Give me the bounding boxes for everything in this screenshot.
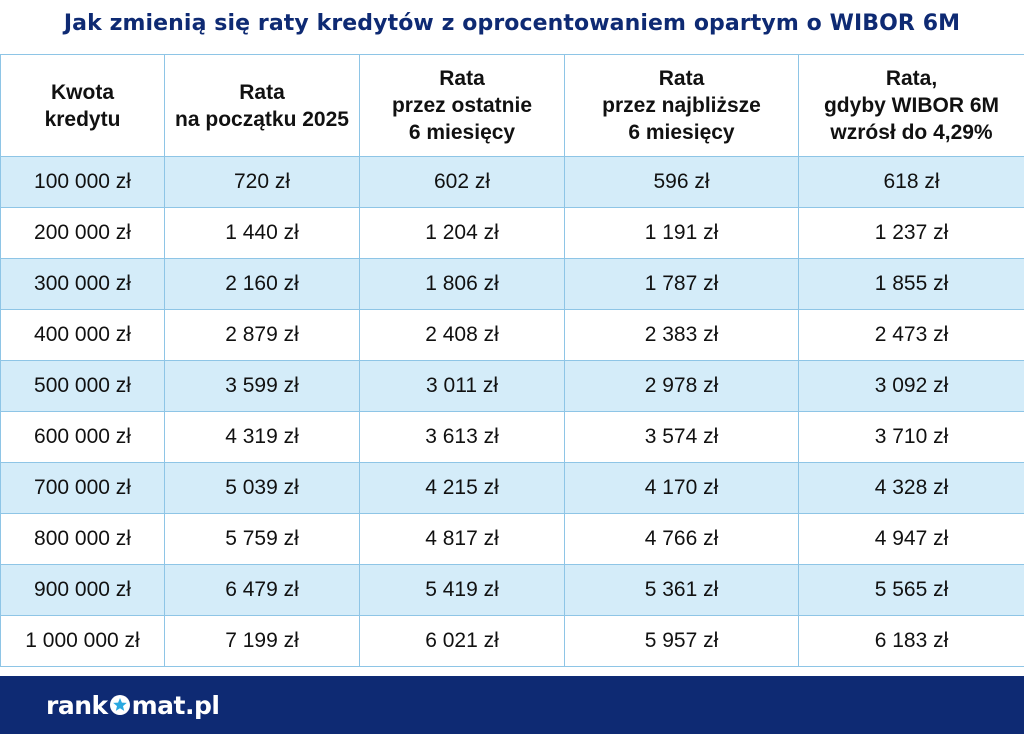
rate-cell: 602 zł xyxy=(359,156,565,208)
rate-cell: 3 710 zł xyxy=(798,411,1024,463)
rate-cell: 3 599 zł xyxy=(164,360,360,412)
chart-title: Jak zmienią się raty kredytów z oprocent… xyxy=(63,10,961,36)
rate-cell: 2 879 zł xyxy=(164,309,360,361)
table-row: 900 000 zł 6 479 zł 5 419 zł 5 361 zł 5 565 … xyxy=(0,564,1024,616)
table-row: 600 000 zł 4 319 zł 3 613 zł 3 574 zł 3 710 … xyxy=(0,411,1024,463)
header-row: Kwota kredytu Rata na początku 2025 Rata prze… xyxy=(0,54,1024,157)
rate-cell: 5 565 zł xyxy=(798,564,1024,616)
rate-cell: 4 319 zł xyxy=(164,411,360,463)
table-row: 300 000 zł 2 160 zł 1 806 zł 1 787 zł 1 855 … xyxy=(0,258,1024,310)
rate-cell: 618 zł xyxy=(798,156,1024,208)
column-header-line: Rata xyxy=(658,67,705,90)
column-header-3: Rata przez ostatnie 6 miesięcy xyxy=(359,54,565,157)
table-row: 100 000 zł 720 zł 602 zł 596 zł 618 zł xyxy=(0,156,1024,208)
rate-cell: 1 237 zł xyxy=(798,207,1024,259)
column-header-4: Rata przez najbliższe 6 miesięcy xyxy=(564,54,799,157)
table-row: 500 000 zł 3 599 zł 3 011 zł 2 978 zł 3 092 … xyxy=(0,360,1024,412)
logo-text-right: mat.pl xyxy=(131,690,220,720)
rate-cell: 5 419 zł xyxy=(359,564,565,616)
star-circle-icon xyxy=(109,695,130,715)
rate-cell: 5 957 zł xyxy=(564,615,799,667)
rate-cell: 1 191 zł xyxy=(564,207,799,259)
rate-cell: 1 204 zł xyxy=(359,207,565,259)
table-row: 800 000 zł 5 759 zł 4 817 zł 4 766 zł 4 947 … xyxy=(0,513,1024,565)
rate-cell: 4 817 zł xyxy=(359,513,565,565)
table-row: 400 000 zł 2 879 zł 2 408 zł 2 383 zł 2 473 … xyxy=(0,309,1024,361)
rate-cell: 2 978 zł xyxy=(564,360,799,412)
column-header-line: wzrósł do 4,29% xyxy=(830,121,993,144)
table-body: 100 000 zł 720 zł 602 zł 596 zł 618 zł 200 00… xyxy=(0,156,1024,667)
column-header-line: kredytu xyxy=(44,107,121,131)
column-header-line: na początku 2025 xyxy=(175,107,349,131)
loan-amount-cell: 800 000 zł xyxy=(0,513,165,565)
table-row: 700 000 zł 5 039 zł 4 215 zł 4 170 zł 4 328 … xyxy=(0,462,1024,514)
loan-amount-cell: 500 000 zł xyxy=(0,360,165,412)
rate-cell: 3 574 zł xyxy=(564,411,799,463)
table-row: 200 000 zł 1 440 zł 1 204 zł 1 191 zł 1 237 … xyxy=(0,207,1024,259)
rate-cell: 5 759 zł xyxy=(164,513,360,565)
column-header-line: 6 miesięcy xyxy=(408,121,516,144)
loan-amount-cell: 900 000 zł xyxy=(0,564,165,616)
rate-cell: 6 183 zł xyxy=(798,615,1024,667)
rate-cell: 4 328 zł xyxy=(798,462,1024,514)
column-header-line: Rata xyxy=(239,80,285,104)
rate-cell: 1 855 zł xyxy=(798,258,1024,310)
rate-cell: 4 170 zł xyxy=(564,462,799,514)
table-row: 1 000 000 zł 7 199 zł 6 021 zł 5 957 zł 6 18… xyxy=(0,615,1024,667)
column-header-line: gdyby WIBOR 6M xyxy=(823,94,999,117)
rate-cell: 1 806 zł xyxy=(359,258,565,310)
loan-amount-cell: 400 000 zł xyxy=(0,309,165,361)
loan-amount-cell: 600 000 zł xyxy=(0,411,165,463)
column-header-2: Rata na początku 2025 xyxy=(164,54,360,157)
column-header-5: Rata, gdyby WIBOR 6M wzrósł do 4,29% xyxy=(798,54,1024,157)
loan-rates-table: Kwota kredytu Rata na początku 2025 Rata prze… xyxy=(0,54,1024,667)
rate-cell: 3 613 zł xyxy=(359,411,565,463)
rate-cell: 7 199 zł xyxy=(164,615,360,667)
loan-amount-cell: 200 000 zł xyxy=(0,207,165,259)
rate-cell: 720 zł xyxy=(164,156,360,208)
column-header-line: przez ostatnie xyxy=(391,94,533,117)
logo-text-left: rank xyxy=(46,690,108,720)
column-header-line: Rata, xyxy=(885,67,938,90)
rate-cell: 3 092 zł xyxy=(798,360,1024,412)
rate-cell: 4 947 zł xyxy=(798,513,1024,565)
rate-cell: 6 021 zł xyxy=(359,615,565,667)
rate-cell: 596 zł xyxy=(564,156,799,208)
rate-cell: 5 039 zł xyxy=(164,462,360,514)
rate-cell: 6 479 zł xyxy=(164,564,360,616)
column-header-line: 6 miesięcy xyxy=(628,121,735,144)
loan-amount-cell: 1 000 000 zł xyxy=(0,615,165,667)
rate-cell: 4 215 zł xyxy=(359,462,565,514)
loan-amount-cell: 700 000 zł xyxy=(0,462,165,514)
loan-amount-cell: 100 000 zł xyxy=(0,156,165,208)
rankomat-logo[interactable]: rank mat.pl xyxy=(46,689,220,721)
rate-cell: 3 011 zł xyxy=(359,360,565,412)
rate-cell: 1 787 zł xyxy=(564,258,799,310)
column-header-1: Kwota kredytu xyxy=(0,54,165,157)
footer-bar: rank mat.pl xyxy=(0,676,1024,734)
rate-cell: 2 473 zł xyxy=(798,309,1024,361)
column-header-line: Kwota xyxy=(51,80,114,104)
rate-cell: 1 440 zł xyxy=(164,207,360,259)
rate-cell: 4 766 zł xyxy=(564,513,799,565)
rate-cell: 5 361 zł xyxy=(564,564,799,616)
column-header-line: przez najbliższe xyxy=(602,94,761,117)
column-header-line: Rata xyxy=(439,67,485,90)
loan-amount-cell: 300 000 zł xyxy=(0,258,165,310)
rate-cell: 2 408 zł xyxy=(359,309,565,361)
rate-cell: 2 383 zł xyxy=(564,309,799,361)
rate-cell: 2 160 zł xyxy=(164,258,360,310)
